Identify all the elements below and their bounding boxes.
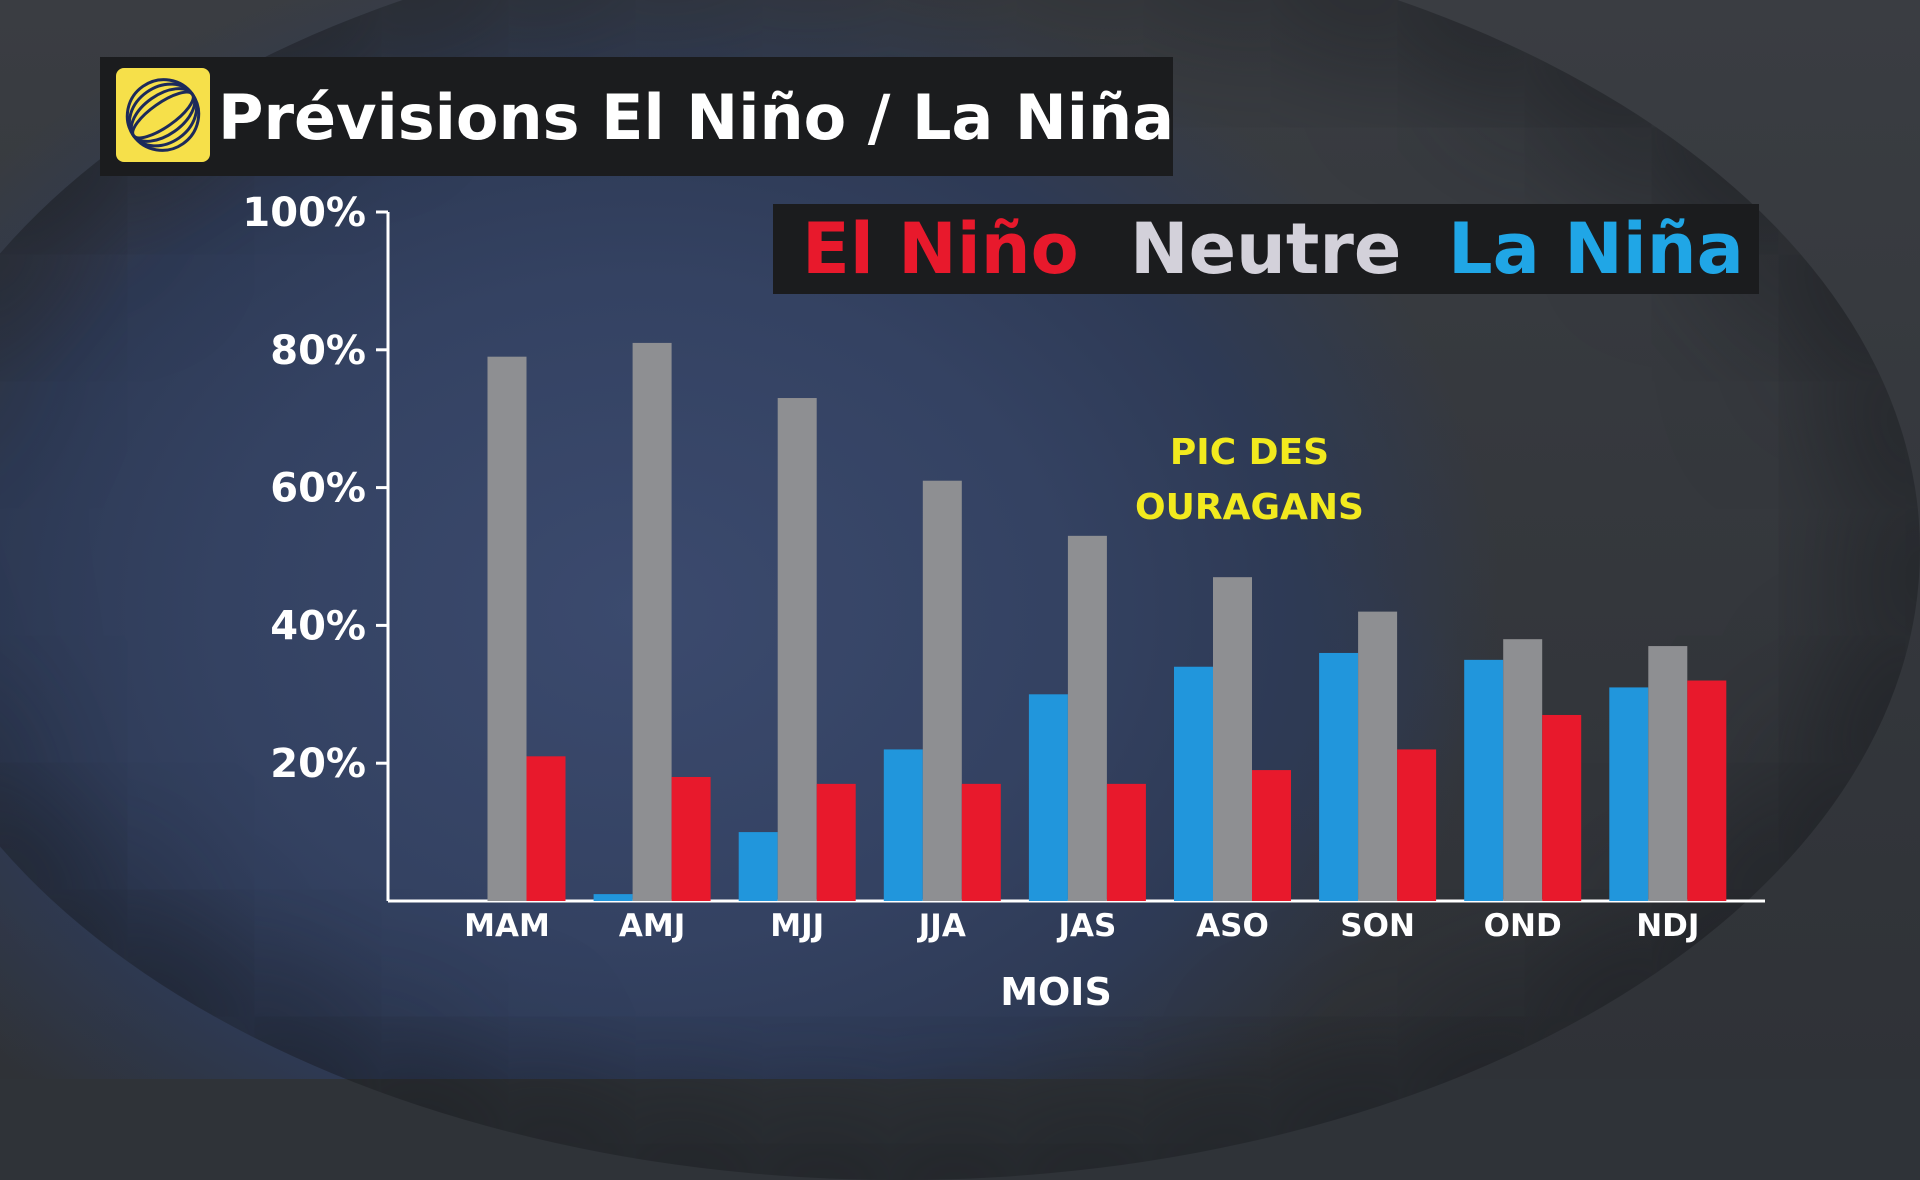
x-tick-label: JJA bbox=[917, 908, 966, 944]
annotation-hurricane-peak-line: PIC DES bbox=[1170, 432, 1329, 473]
bar-el-nino-aso bbox=[1252, 770, 1291, 901]
bar-la-nina-ond bbox=[1464, 659, 1504, 901]
bar-la-nina-jas bbox=[1028, 694, 1068, 901]
bar-chart: 20% 40% 60% 80% 100% MAM AMJ MJJ JJA JAS ASO SON OND… bbox=[242, 190, 1765, 1014]
bar-neutre-jas bbox=[1067, 535, 1107, 901]
y-tick-label: 100% bbox=[242, 190, 366, 236]
bar-neutre-aso bbox=[1213, 577, 1252, 901]
bar-el-nino-son bbox=[1397, 749, 1437, 901]
title-banner bbox=[100, 57, 1173, 176]
x-tick-label: NDJ bbox=[1636, 908, 1699, 944]
bar-la-nina-amj bbox=[593, 894, 633, 901]
x-axis-label: MOIS bbox=[1000, 970, 1112, 1014]
bar-neutre-ndj bbox=[1648, 646, 1688, 901]
legend bbox=[773, 204, 1759, 294]
x-tick-label: OND bbox=[1484, 908, 1562, 944]
legend-la-nina: La Niña bbox=[1448, 208, 1744, 290]
bar-neutre-amj bbox=[632, 342, 672, 901]
bar-neutre-ond bbox=[1503, 639, 1543, 901]
bar-el-nino-jja bbox=[961, 783, 1001, 901]
bar-el-nino-ndj bbox=[1687, 680, 1727, 901]
x-tick-label: ASO bbox=[1196, 908, 1269, 944]
legend-neutre: Neutre bbox=[1130, 208, 1402, 290]
bar-la-nina-mjj bbox=[738, 832, 778, 901]
legend-el-nino: El Niño bbox=[802, 208, 1079, 290]
bar-el-nino-ond bbox=[1542, 714, 1582, 901]
y-tick-label: 80% bbox=[270, 328, 366, 374]
bar-neutre-mjj bbox=[777, 398, 817, 901]
bar-la-nina-aso bbox=[1174, 666, 1213, 901]
bar-el-nino-amj bbox=[671, 776, 711, 901]
x-tick-label: MAM bbox=[464, 908, 550, 944]
y-tick-label: 60% bbox=[270, 466, 366, 512]
y-tick-label: 40% bbox=[270, 603, 366, 649]
bar-la-nina-son bbox=[1319, 652, 1359, 901]
bar-neutre-jja bbox=[922, 480, 962, 901]
bar-neutre-mam bbox=[487, 356, 527, 901]
y-tick-label: 20% bbox=[270, 741, 366, 787]
annotation-hurricane-peak-line: OURAGANS bbox=[1135, 487, 1364, 528]
weather-network-globe-logo-icon bbox=[116, 68, 210, 162]
x-tick-label: MJJ bbox=[770, 908, 824, 944]
x-tick-label: SON bbox=[1340, 908, 1415, 944]
bar-el-nino-mam bbox=[526, 756, 566, 901]
bar-la-nina-jja bbox=[883, 749, 923, 901]
bar-neutre-son bbox=[1358, 611, 1398, 901]
x-tick-label: JAS bbox=[1056, 908, 1116, 944]
bar-el-nino-mjj bbox=[816, 783, 856, 901]
bar-la-nina-ndj bbox=[1609, 687, 1649, 901]
bar-el-nino-jas bbox=[1106, 783, 1146, 901]
x-tick-label: AMJ bbox=[619, 908, 685, 944]
page-title: Prévisions El Niño / La Niña bbox=[218, 81, 1175, 154]
